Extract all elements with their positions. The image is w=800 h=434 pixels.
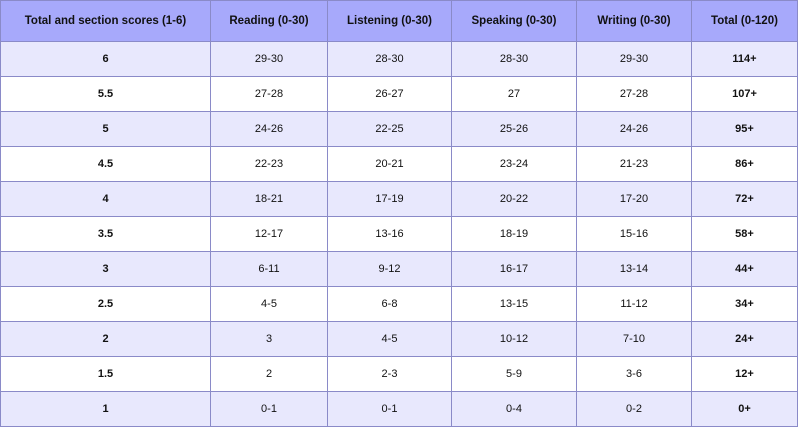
header-cell: Total (0-120) (691, 0, 798, 42)
table-cell: 86+ (691, 146, 798, 182)
header-cell: Total and section scores (1-6) (0, 0, 211, 42)
table-cell: 16-17 (451, 251, 577, 287)
table-row: 3.5 12-17 13-16 18-19 15-16 58+ (0, 216, 798, 252)
table-cell: 29-30 (576, 41, 692, 77)
table-cell: 20-22 (451, 181, 577, 217)
header-cell: Speaking (0-30) (451, 0, 577, 42)
table-cell: 5 (0, 111, 211, 147)
table-cell: 13-15 (451, 286, 577, 322)
table-cell: 13-14 (576, 251, 692, 287)
table-cell: 20-21 (327, 146, 452, 182)
header-cell: Writing (0-30) (576, 0, 692, 42)
table-cell: 3-6 (576, 356, 692, 392)
table-cell: 3 (0, 251, 211, 287)
table-cell: 2 (0, 321, 211, 357)
table-cell: 25-26 (451, 111, 577, 147)
table-cell: 44+ (691, 251, 798, 287)
table-cell: 0-1 (327, 391, 452, 427)
table-cell: 5.5 (0, 76, 211, 112)
table-header: Total and section scores (1-6) Reading (0… (0, 0, 798, 42)
table-cell: 18-19 (451, 216, 577, 252)
table-cell: 72+ (691, 181, 798, 217)
table-row: 1.5 2 2-3 5-9 3-6 12+ (0, 356, 798, 392)
table-cell: 10-12 (451, 321, 577, 357)
table-cell: 22-23 (210, 146, 328, 182)
table-cell: 4.5 (0, 146, 211, 182)
table-cell: 95+ (691, 111, 798, 147)
table-cell: 26-27 (327, 76, 452, 112)
table-cell: 3 (210, 321, 328, 357)
table-cell: 27-28 (210, 76, 328, 112)
table-cell: 22-25 (327, 111, 452, 147)
table-cell: 24+ (691, 321, 798, 357)
table-cell: 3.5 (0, 216, 211, 252)
table-cell: 58+ (691, 216, 798, 252)
table-row: 3 6-11 9-12 16-17 13-14 44+ (0, 251, 798, 287)
table-cell: 6-11 (210, 251, 328, 287)
table-body: 6 29-30 28-30 28-30 29-30 114+ 5.5 27-28 26-27 27… (0, 41, 798, 427)
table-cell: 5-9 (451, 356, 577, 392)
table-row: 5 24-26 22-25 25-26 24-26 95+ (0, 111, 798, 147)
table-cell: 2-3 (327, 356, 452, 392)
table-cell: 21-23 (576, 146, 692, 182)
table-cell: 27-28 (576, 76, 692, 112)
table-cell: 7-10 (576, 321, 692, 357)
table-cell: 23-24 (451, 146, 577, 182)
header-row: Total and section scores (1-6) Reading (0… (0, 0, 798, 42)
table-cell: 0+ (691, 391, 798, 427)
table-cell: 27 (451, 76, 577, 112)
table-cell: 2 (210, 356, 328, 392)
table-cell: 24-26 (576, 111, 692, 147)
table-cell: 4-5 (327, 321, 452, 357)
table-cell: 114+ (691, 41, 798, 77)
table-cell: 28-30 (327, 41, 452, 77)
table-cell: 4-5 (210, 286, 328, 322)
table-row: 4.5 22-23 20-21 23-24 21-23 86+ (0, 146, 798, 182)
table-row: 5.5 27-28 26-27 27 27-28 107+ (0, 76, 798, 112)
table-row: 1 0-1 0-1 0-4 0-2 0+ (0, 391, 798, 427)
table-cell: 29-30 (210, 41, 328, 77)
table-cell: 15-16 (576, 216, 692, 252)
header-cell: Listening (0-30) (327, 0, 452, 42)
header-cell: Reading (0-30) (210, 0, 328, 42)
table-cell: 17-20 (576, 181, 692, 217)
table-row: 4 18-21 17-19 20-22 17-20 72+ (0, 181, 798, 217)
table-cell: 6 (0, 41, 211, 77)
table-cell: 34+ (691, 286, 798, 322)
table-cell: 6-8 (327, 286, 452, 322)
table-cell: 24-26 (210, 111, 328, 147)
table-row: 2 3 4-5 10-12 7-10 24+ (0, 321, 798, 357)
table-cell: 1.5 (0, 356, 211, 392)
table-cell: 12+ (691, 356, 798, 392)
table-cell: 1 (0, 391, 211, 427)
table-cell: 11-12 (576, 286, 692, 322)
table-cell: 0-4 (451, 391, 577, 427)
table-cell: 2.5 (0, 286, 211, 322)
table-row: 6 29-30 28-30 28-30 29-30 114+ (0, 41, 798, 77)
table-cell: 4 (0, 181, 211, 217)
table-row: 2.5 4-5 6-8 13-15 11-12 34+ (0, 286, 798, 322)
table-cell: 0-1 (210, 391, 328, 427)
table-cell: 28-30 (451, 41, 577, 77)
table-cell: 18-21 (210, 181, 328, 217)
table-cell: 13-16 (327, 216, 452, 252)
table-cell: 0-2 (576, 391, 692, 427)
table-cell: 107+ (691, 76, 798, 112)
table-cell: 9-12 (327, 251, 452, 287)
table-cell: 12-17 (210, 216, 328, 252)
table-cell: 17-19 (327, 181, 452, 217)
